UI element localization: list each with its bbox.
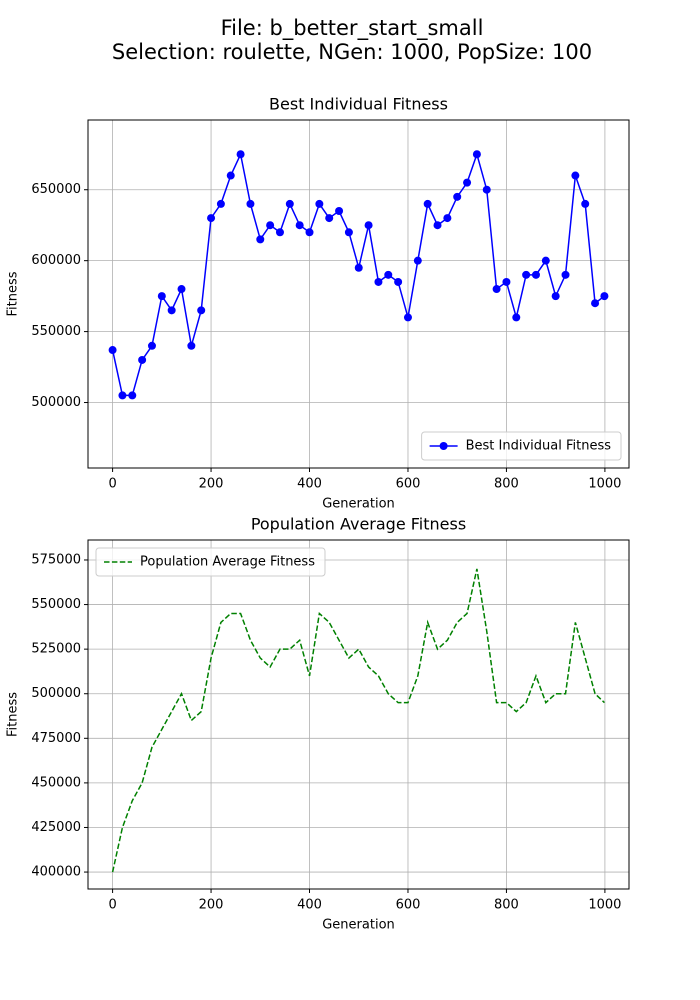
y-tick-label: 575000	[31, 552, 81, 567]
data-point	[600, 292, 609, 301]
legend: Best Individual Fitness	[421, 431, 622, 461]
data-point	[551, 292, 560, 301]
x-tick-label: 800	[494, 898, 519, 913]
x-axis-label: Generation	[322, 918, 395, 933]
y-axis-label: Fitness	[6, 692, 21, 737]
legend-marker	[439, 442, 448, 450]
data-point	[315, 199, 324, 208]
data-point	[561, 270, 570, 279]
figure-title: File: b_better_start_small	[221, 16, 484, 41]
data-point	[571, 171, 580, 180]
y-tick-label: 550000	[31, 324, 81, 339]
data-point	[581, 199, 590, 208]
x-tick-label: 400	[297, 477, 322, 492]
data-point	[246, 199, 255, 208]
axes-frame	[87, 119, 630, 469]
data-point	[541, 256, 550, 265]
data-point	[374, 277, 383, 286]
y-tick-label: 500000	[31, 395, 81, 410]
chart-title: Best Individual Fitness	[269, 95, 448, 114]
data-point	[187, 341, 196, 350]
data-point	[197, 306, 206, 315]
data-point	[275, 228, 284, 237]
data-point	[157, 292, 166, 301]
data-point	[423, 199, 432, 208]
data-point	[384, 270, 393, 279]
data-point	[443, 214, 452, 223]
data-point	[433, 221, 442, 230]
y-tick-label: 600000	[31, 253, 81, 268]
data-point	[344, 228, 353, 237]
data-point	[394, 277, 403, 286]
data-point	[167, 306, 176, 315]
data-point	[453, 192, 462, 201]
data-point	[502, 277, 511, 286]
data-point	[256, 235, 265, 244]
data-point	[325, 214, 334, 223]
y-tick-label: 525000	[31, 642, 81, 657]
data-point	[138, 355, 147, 364]
y-tick-label: 550000	[31, 597, 81, 612]
data-point	[177, 285, 186, 294]
data-point	[354, 263, 363, 272]
y-tick-label: 425000	[31, 820, 81, 835]
data-point	[108, 346, 117, 355]
data-point	[364, 221, 373, 230]
x-tick-label: 400	[297, 898, 322, 913]
data-point	[147, 341, 156, 350]
data-point	[335, 207, 344, 216]
legend-box	[421, 431, 622, 461]
y-tick-label: 650000	[31, 182, 81, 197]
data-point	[216, 199, 225, 208]
data-point	[295, 221, 304, 230]
data-point	[512, 313, 521, 322]
y-tick-label: 475000	[31, 731, 81, 746]
x-tick-label: 0	[108, 898, 116, 913]
figure-title: Selection: roulette, NGen: 1000, PopSize…	[112, 40, 592, 64]
data-point	[403, 313, 412, 322]
x-tick-label: 200	[199, 898, 224, 913]
data-point	[531, 270, 540, 279]
x-tick-label: 1000	[588, 477, 621, 492]
data-point	[463, 178, 472, 187]
data-point	[207, 214, 216, 223]
x-tick-label: 600	[396, 477, 421, 492]
data-point	[472, 150, 481, 159]
data-point	[492, 285, 501, 294]
data-point	[266, 221, 275, 230]
data-point	[128, 391, 137, 400]
y-tick-label: 450000	[31, 775, 81, 790]
data-point	[226, 171, 235, 180]
legend-label: Best Individual Fitness	[466, 439, 612, 454]
x-tick-label: 600	[396, 898, 421, 913]
data-point	[285, 199, 294, 208]
legend-box	[95, 547, 326, 577]
chart-title: Population Average Fitness	[251, 515, 466, 534]
x-tick-label: 0	[108, 477, 116, 492]
data-point	[591, 299, 600, 308]
axes-frame	[87, 539, 630, 890]
y-tick-label: 400000	[31, 865, 81, 880]
data-point	[522, 270, 531, 279]
data-line	[111, 568, 605, 873]
legend: Population Average Fitness	[95, 547, 326, 577]
data-point	[236, 150, 245, 159]
y-axis-label: Fitness	[6, 271, 21, 316]
data-line	[111, 151, 605, 397]
data-point	[413, 256, 422, 265]
x-tick-label: 800	[494, 477, 519, 492]
y-tick-label: 500000	[31, 686, 81, 701]
x-axis-label: Generation	[322, 497, 395, 512]
x-tick-label: 1000	[588, 898, 621, 913]
data-point	[482, 185, 491, 194]
data-point	[118, 391, 127, 400]
x-tick-label: 200	[199, 477, 224, 492]
legend-label: Population Average Fitness	[140, 555, 315, 570]
data-point	[305, 228, 314, 237]
